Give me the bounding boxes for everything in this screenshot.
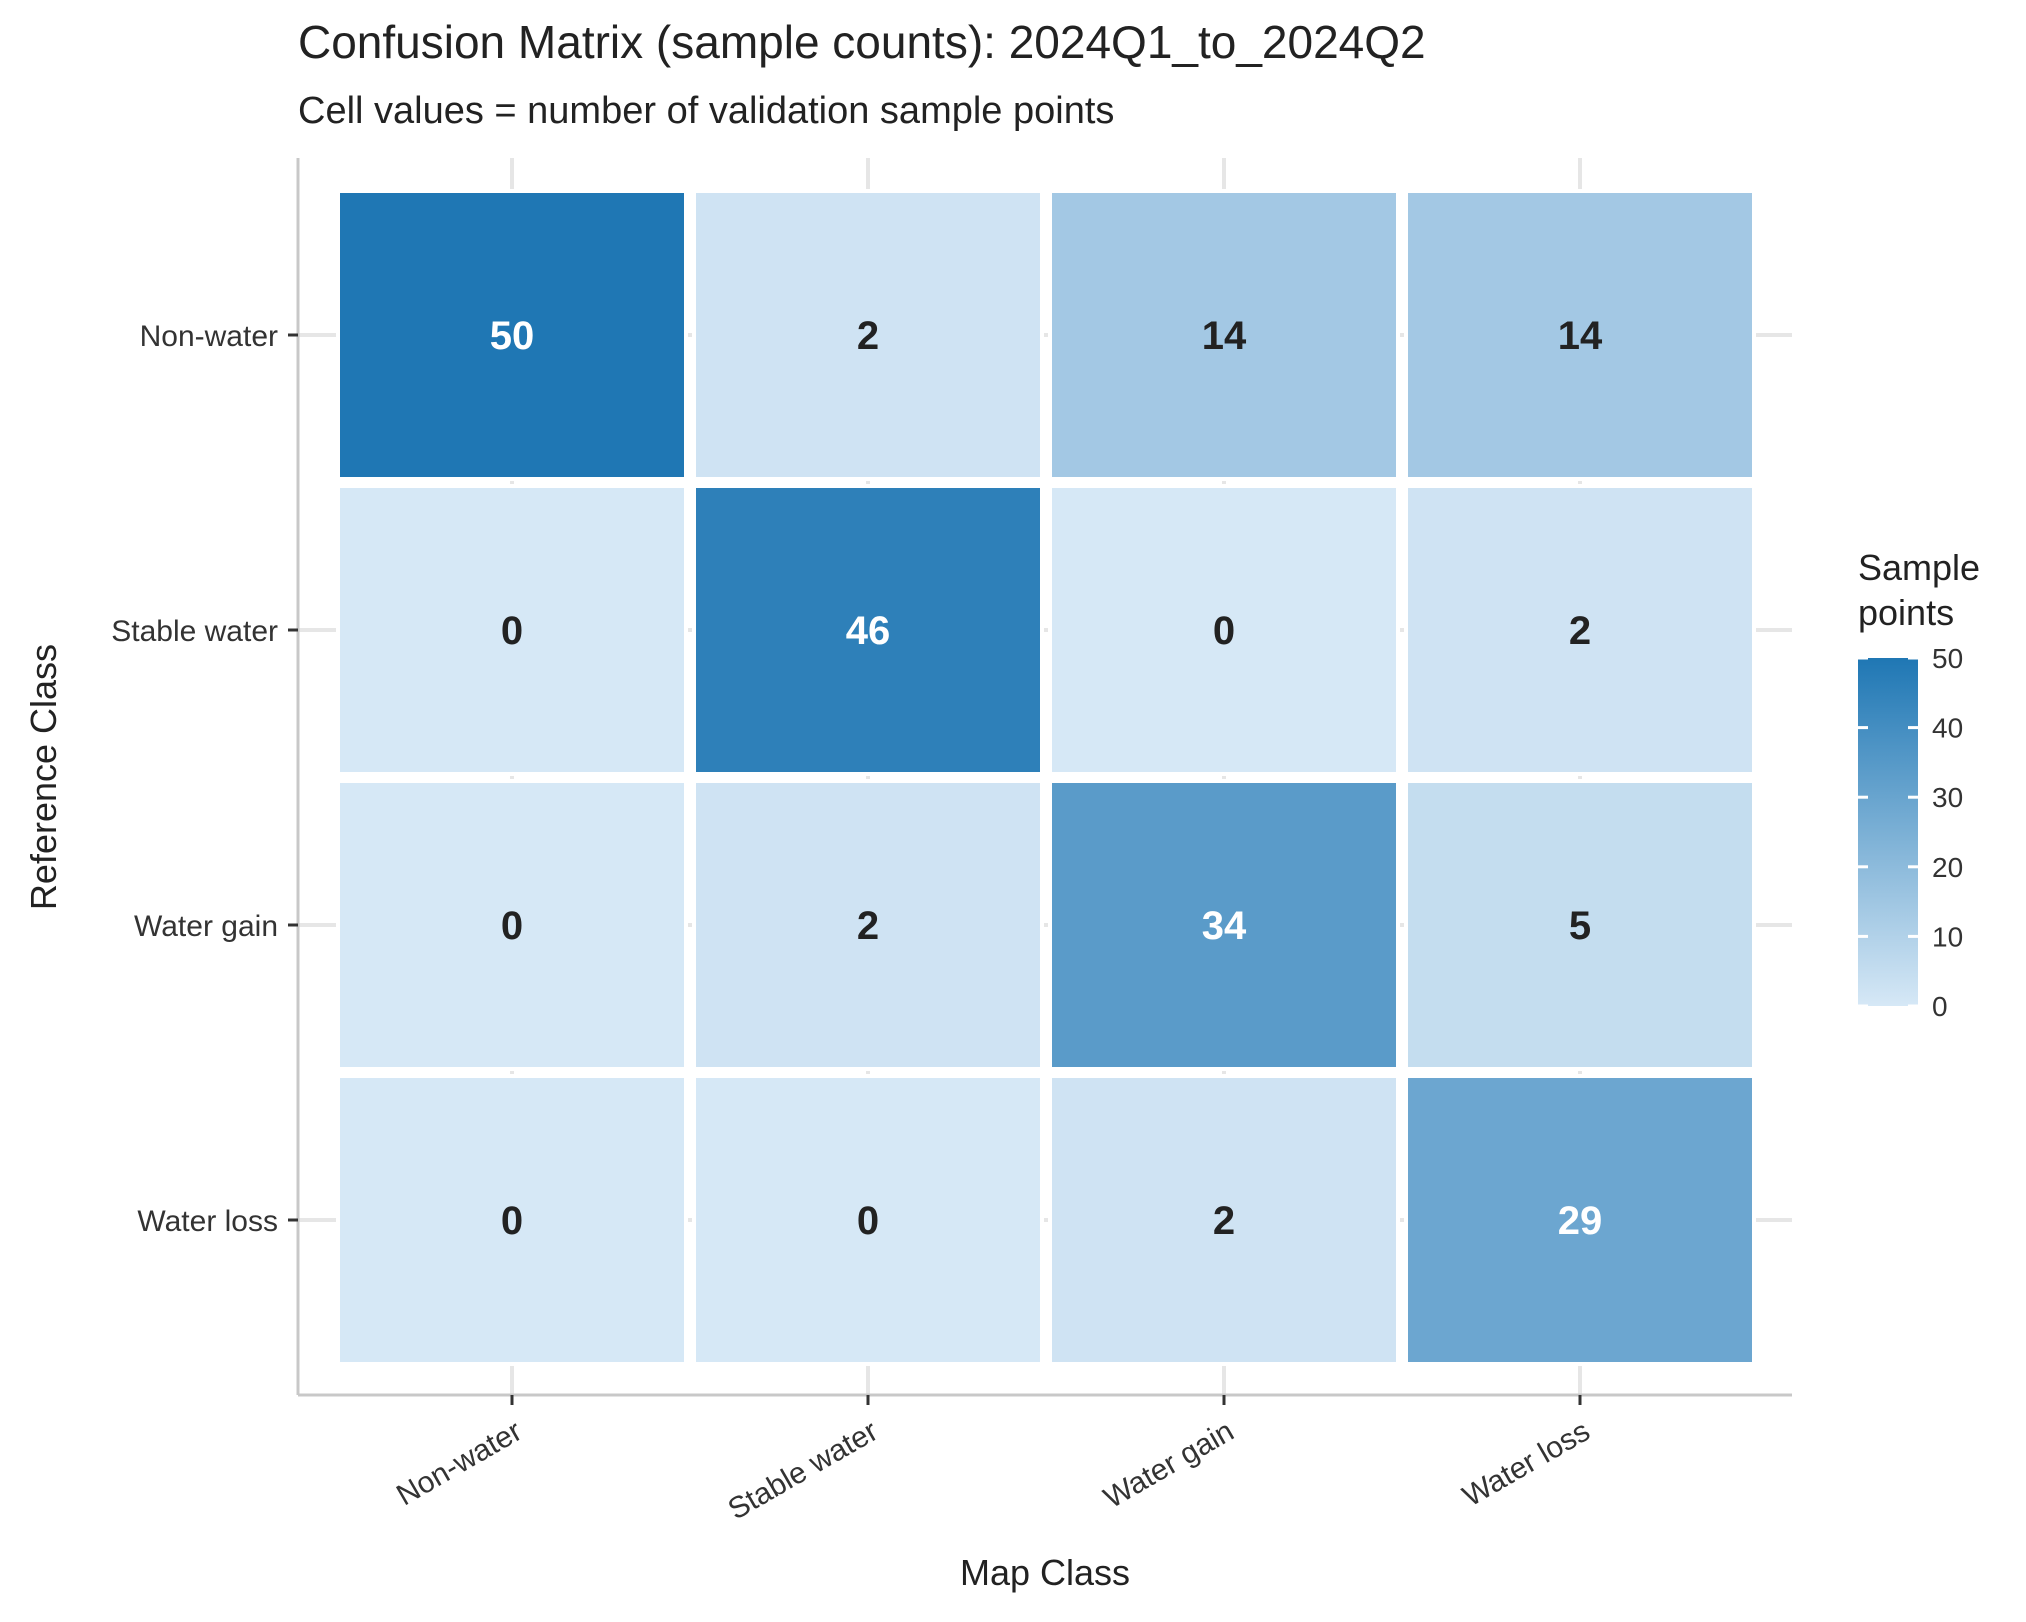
heatmap-cell: [692, 189, 1044, 481]
cell-value-label: 29: [1558, 1199, 1603, 1243]
y-tick-label: Stable water: [111, 615, 278, 648]
heatmap-cell: [336, 189, 688, 481]
heatmap-cells: 50 2 14 140 46 0 20 2 34 50 0 2 29: [336, 189, 1756, 1366]
legend-tick-label: 20: [1932, 852, 1963, 883]
heatmap-cell: [692, 779, 1044, 1071]
cell-value-label: 14: [1202, 314, 1247, 358]
cell-value-label: 46: [846, 609, 891, 653]
cell-value-label: 0: [501, 609, 523, 653]
cell-value-label: 50: [490, 314, 535, 358]
x-tick-label: Water loss: [1457, 1414, 1595, 1513]
heatmap-cell: [1404, 484, 1756, 776]
legend-tick-label: 0: [1932, 991, 1948, 1022]
heatmap-cell: [336, 1074, 688, 1366]
cell-value-label: 2: [857, 904, 879, 948]
y-tick-label: Water gain: [134, 910, 278, 943]
legend-colorbar: [1858, 658, 1918, 1006]
cell-value-label: 0: [857, 1199, 879, 1243]
chart-subtitle: Cell values = number of validation sampl…: [298, 90, 1114, 132]
x-tick-label: Stable water: [723, 1414, 884, 1526]
legend-tick-label: 30: [1932, 782, 1963, 813]
heatmap-cell: [1048, 779, 1400, 1071]
heatmap-cell: [1048, 189, 1400, 481]
legend-title-line-2: points: [1858, 592, 1954, 633]
heatmap-cell: [1048, 1074, 1400, 1366]
legend-tick-label: 10: [1932, 921, 1963, 952]
x-axis-title: Map Class: [960, 1552, 1130, 1593]
y-tick-label: Water loss: [137, 1205, 278, 1238]
cell-value-label: 34: [1202, 904, 1247, 948]
x-tick-label: Water gain: [1098, 1414, 1239, 1515]
heatmap-cell: [692, 484, 1044, 776]
legend-title-line-1: Sample: [1858, 547, 1980, 588]
x-tick-label: Non-water: [391, 1414, 527, 1512]
heatmap-cell: [1404, 779, 1756, 1071]
y-tick-label: Non-water: [140, 320, 278, 353]
heatmap-cell: [1048, 484, 1400, 776]
heatmap-cell: [336, 484, 688, 776]
cell-value-label: 0: [501, 904, 523, 948]
cell-value-label: 5: [1569, 904, 1591, 948]
cell-value-label: 2: [1569, 609, 1591, 653]
cell-value-label: 2: [1213, 1199, 1235, 1243]
legend-tick-label: 40: [1932, 713, 1963, 744]
cell-value-label: 0: [1213, 609, 1235, 653]
cell-value-label: 14: [1558, 314, 1603, 358]
chart-title: Confusion Matrix (sample counts): 2024Q1…: [298, 16, 1426, 68]
y-axis-title: Reference Class: [23, 644, 64, 910]
color-legend: Sample points 0 10 20 30 40 50: [1858, 547, 1980, 1022]
heatmap-cell: [1404, 189, 1756, 481]
cell-value-label: 0: [501, 1199, 523, 1243]
heatmap-cell: [336, 779, 688, 1071]
cell-value-label: 2: [857, 314, 879, 358]
heatmap-cell: [692, 1074, 1044, 1366]
legend-tick-label: 50: [1932, 643, 1963, 674]
heatmap-cell: [1404, 1074, 1756, 1366]
